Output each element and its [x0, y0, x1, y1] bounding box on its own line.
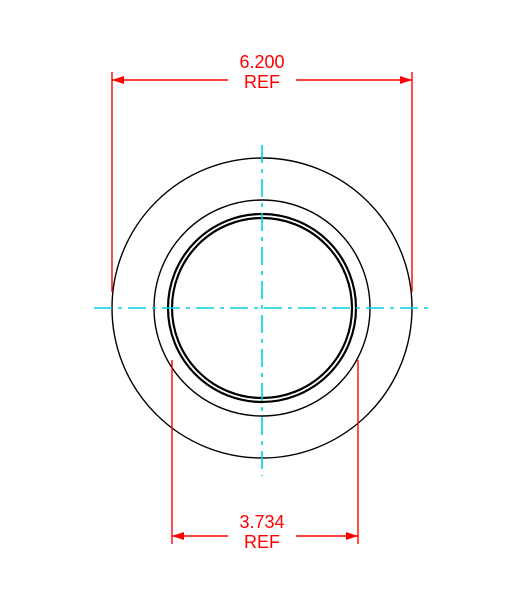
- dim-ref-top: REF: [244, 72, 280, 92]
- technical-drawing: 6.200 REF 3.734 REF: [0, 0, 524, 612]
- dim-ref-bottom: REF: [244, 532, 280, 552]
- arrowhead-right: [346, 532, 358, 540]
- arrowhead-right: [400, 76, 412, 84]
- dim-value-top: 6.200: [239, 52, 284, 72]
- arrowhead-left: [172, 532, 184, 540]
- dimension-bottom: 3.734 REF: [172, 360, 358, 552]
- dim-value-bottom: 3.734: [239, 512, 284, 532]
- arrowhead-left: [112, 76, 124, 84]
